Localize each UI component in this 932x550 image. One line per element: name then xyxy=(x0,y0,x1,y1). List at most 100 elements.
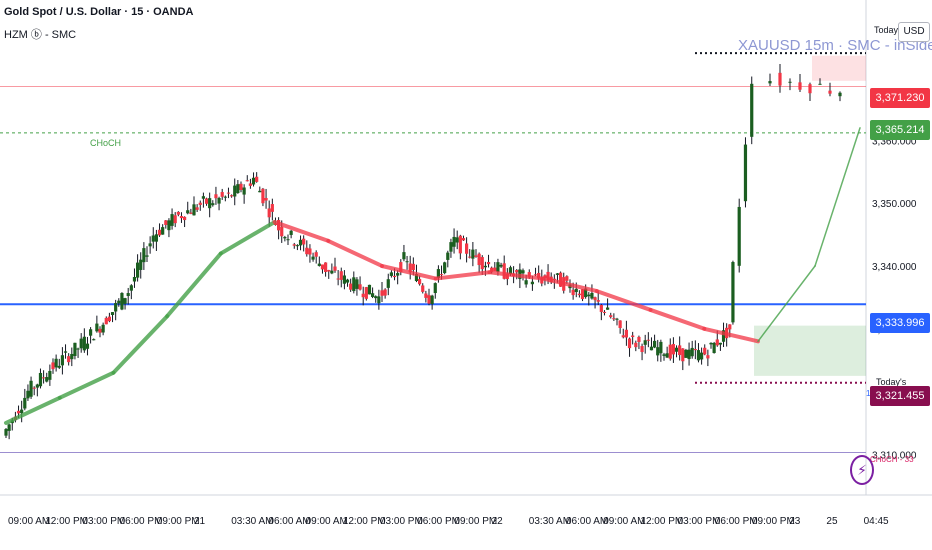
candle xyxy=(580,288,585,302)
lightning-icon[interactable]: ⚡ xyxy=(850,455,874,485)
candle xyxy=(32,386,36,396)
candle xyxy=(577,290,581,298)
candle-body xyxy=(493,267,497,272)
candle-body xyxy=(446,252,450,260)
candle xyxy=(446,250,450,268)
candle xyxy=(208,192,212,218)
candle xyxy=(295,244,299,251)
candle xyxy=(631,331,635,345)
ema-line-segment xyxy=(594,289,653,312)
candle xyxy=(606,298,610,310)
candle xyxy=(838,91,842,102)
candle-body xyxy=(634,342,638,348)
ema-line-segment xyxy=(541,276,599,294)
candle-body xyxy=(584,288,588,298)
candle-body xyxy=(612,318,616,320)
symbol-title[interactable]: Gold Spot / U.S. Dollar · 15 · OANDA xyxy=(4,6,194,18)
candle-body xyxy=(142,248,146,263)
candle xyxy=(333,257,337,273)
candle xyxy=(681,348,685,371)
candle-body xyxy=(433,283,437,294)
candle-body xyxy=(298,239,303,246)
candle xyxy=(85,336,90,356)
candle xyxy=(107,312,111,323)
candle xyxy=(599,303,603,321)
candle-body xyxy=(468,256,472,258)
candle-body xyxy=(380,290,384,296)
price-badge-ema: 3,365.214 xyxy=(870,120,930,140)
candle xyxy=(98,326,102,338)
candle xyxy=(430,294,434,310)
candle-body xyxy=(718,342,722,345)
candle xyxy=(828,82,832,97)
candle-body xyxy=(208,198,212,209)
candle-body xyxy=(349,283,353,290)
candle-body xyxy=(637,336,641,342)
candle-body xyxy=(179,216,184,219)
candle xyxy=(142,242,146,270)
price-tick-label: 3,310.000 xyxy=(872,450,917,461)
candle-body xyxy=(521,270,525,274)
candle-body xyxy=(198,202,202,205)
time-tick-label: 03:30 AM xyxy=(231,516,273,527)
candle-body xyxy=(477,253,481,266)
candle-body xyxy=(339,271,343,280)
ema-line-segment xyxy=(648,307,707,331)
candle xyxy=(671,337,675,363)
candle-body xyxy=(20,409,24,414)
candle-body xyxy=(414,274,419,282)
candle xyxy=(7,423,11,440)
candle xyxy=(179,212,184,223)
candle-body xyxy=(136,262,140,278)
currency-button[interactable]: USD xyxy=(898,22,930,42)
candle-body xyxy=(73,342,77,356)
candle-body xyxy=(286,239,290,241)
candle xyxy=(248,178,252,189)
candle-body xyxy=(38,372,43,387)
candle-body xyxy=(838,92,842,97)
candle-body xyxy=(129,285,133,291)
candle-body xyxy=(217,197,221,204)
candle-body xyxy=(51,362,55,370)
candle xyxy=(48,364,52,386)
candle-body xyxy=(656,347,660,356)
price-tick-label: 3,350.000 xyxy=(872,199,917,210)
ema-line-segment xyxy=(326,238,384,268)
candle-body xyxy=(706,355,710,359)
candle xyxy=(76,347,80,358)
candle-body xyxy=(151,235,155,242)
candle-body xyxy=(320,264,325,270)
candle-body xyxy=(336,278,340,280)
time-tick-label: 09:00 AM xyxy=(603,516,645,527)
candle-body xyxy=(245,180,249,182)
candle-body xyxy=(352,277,356,292)
candle-body xyxy=(305,247,309,255)
candle-body xyxy=(123,298,127,304)
candle-body xyxy=(126,293,130,296)
candle-body xyxy=(70,353,74,360)
candle xyxy=(452,228,456,254)
time-tick-label: 06:00 PM xyxy=(120,516,163,527)
candle-body xyxy=(104,317,108,325)
candle xyxy=(136,254,140,282)
candle xyxy=(23,388,27,411)
candle xyxy=(615,317,619,326)
candle-body xyxy=(737,206,741,266)
candle xyxy=(408,255,412,280)
candle-body xyxy=(45,377,49,382)
candle xyxy=(117,298,121,307)
candle xyxy=(493,262,497,272)
candle xyxy=(618,320,622,334)
today-bottom-label: Today's xyxy=(876,377,907,387)
candle xyxy=(183,216,187,228)
candle-body xyxy=(530,281,534,285)
candle xyxy=(461,235,466,241)
indicator-title[interactable]: HZM ⓑ - SMC xyxy=(4,29,77,41)
candle xyxy=(386,273,390,296)
candle xyxy=(665,346,669,358)
candle-body xyxy=(580,289,585,300)
supply-zone xyxy=(812,55,866,81)
candle-body xyxy=(599,304,603,312)
